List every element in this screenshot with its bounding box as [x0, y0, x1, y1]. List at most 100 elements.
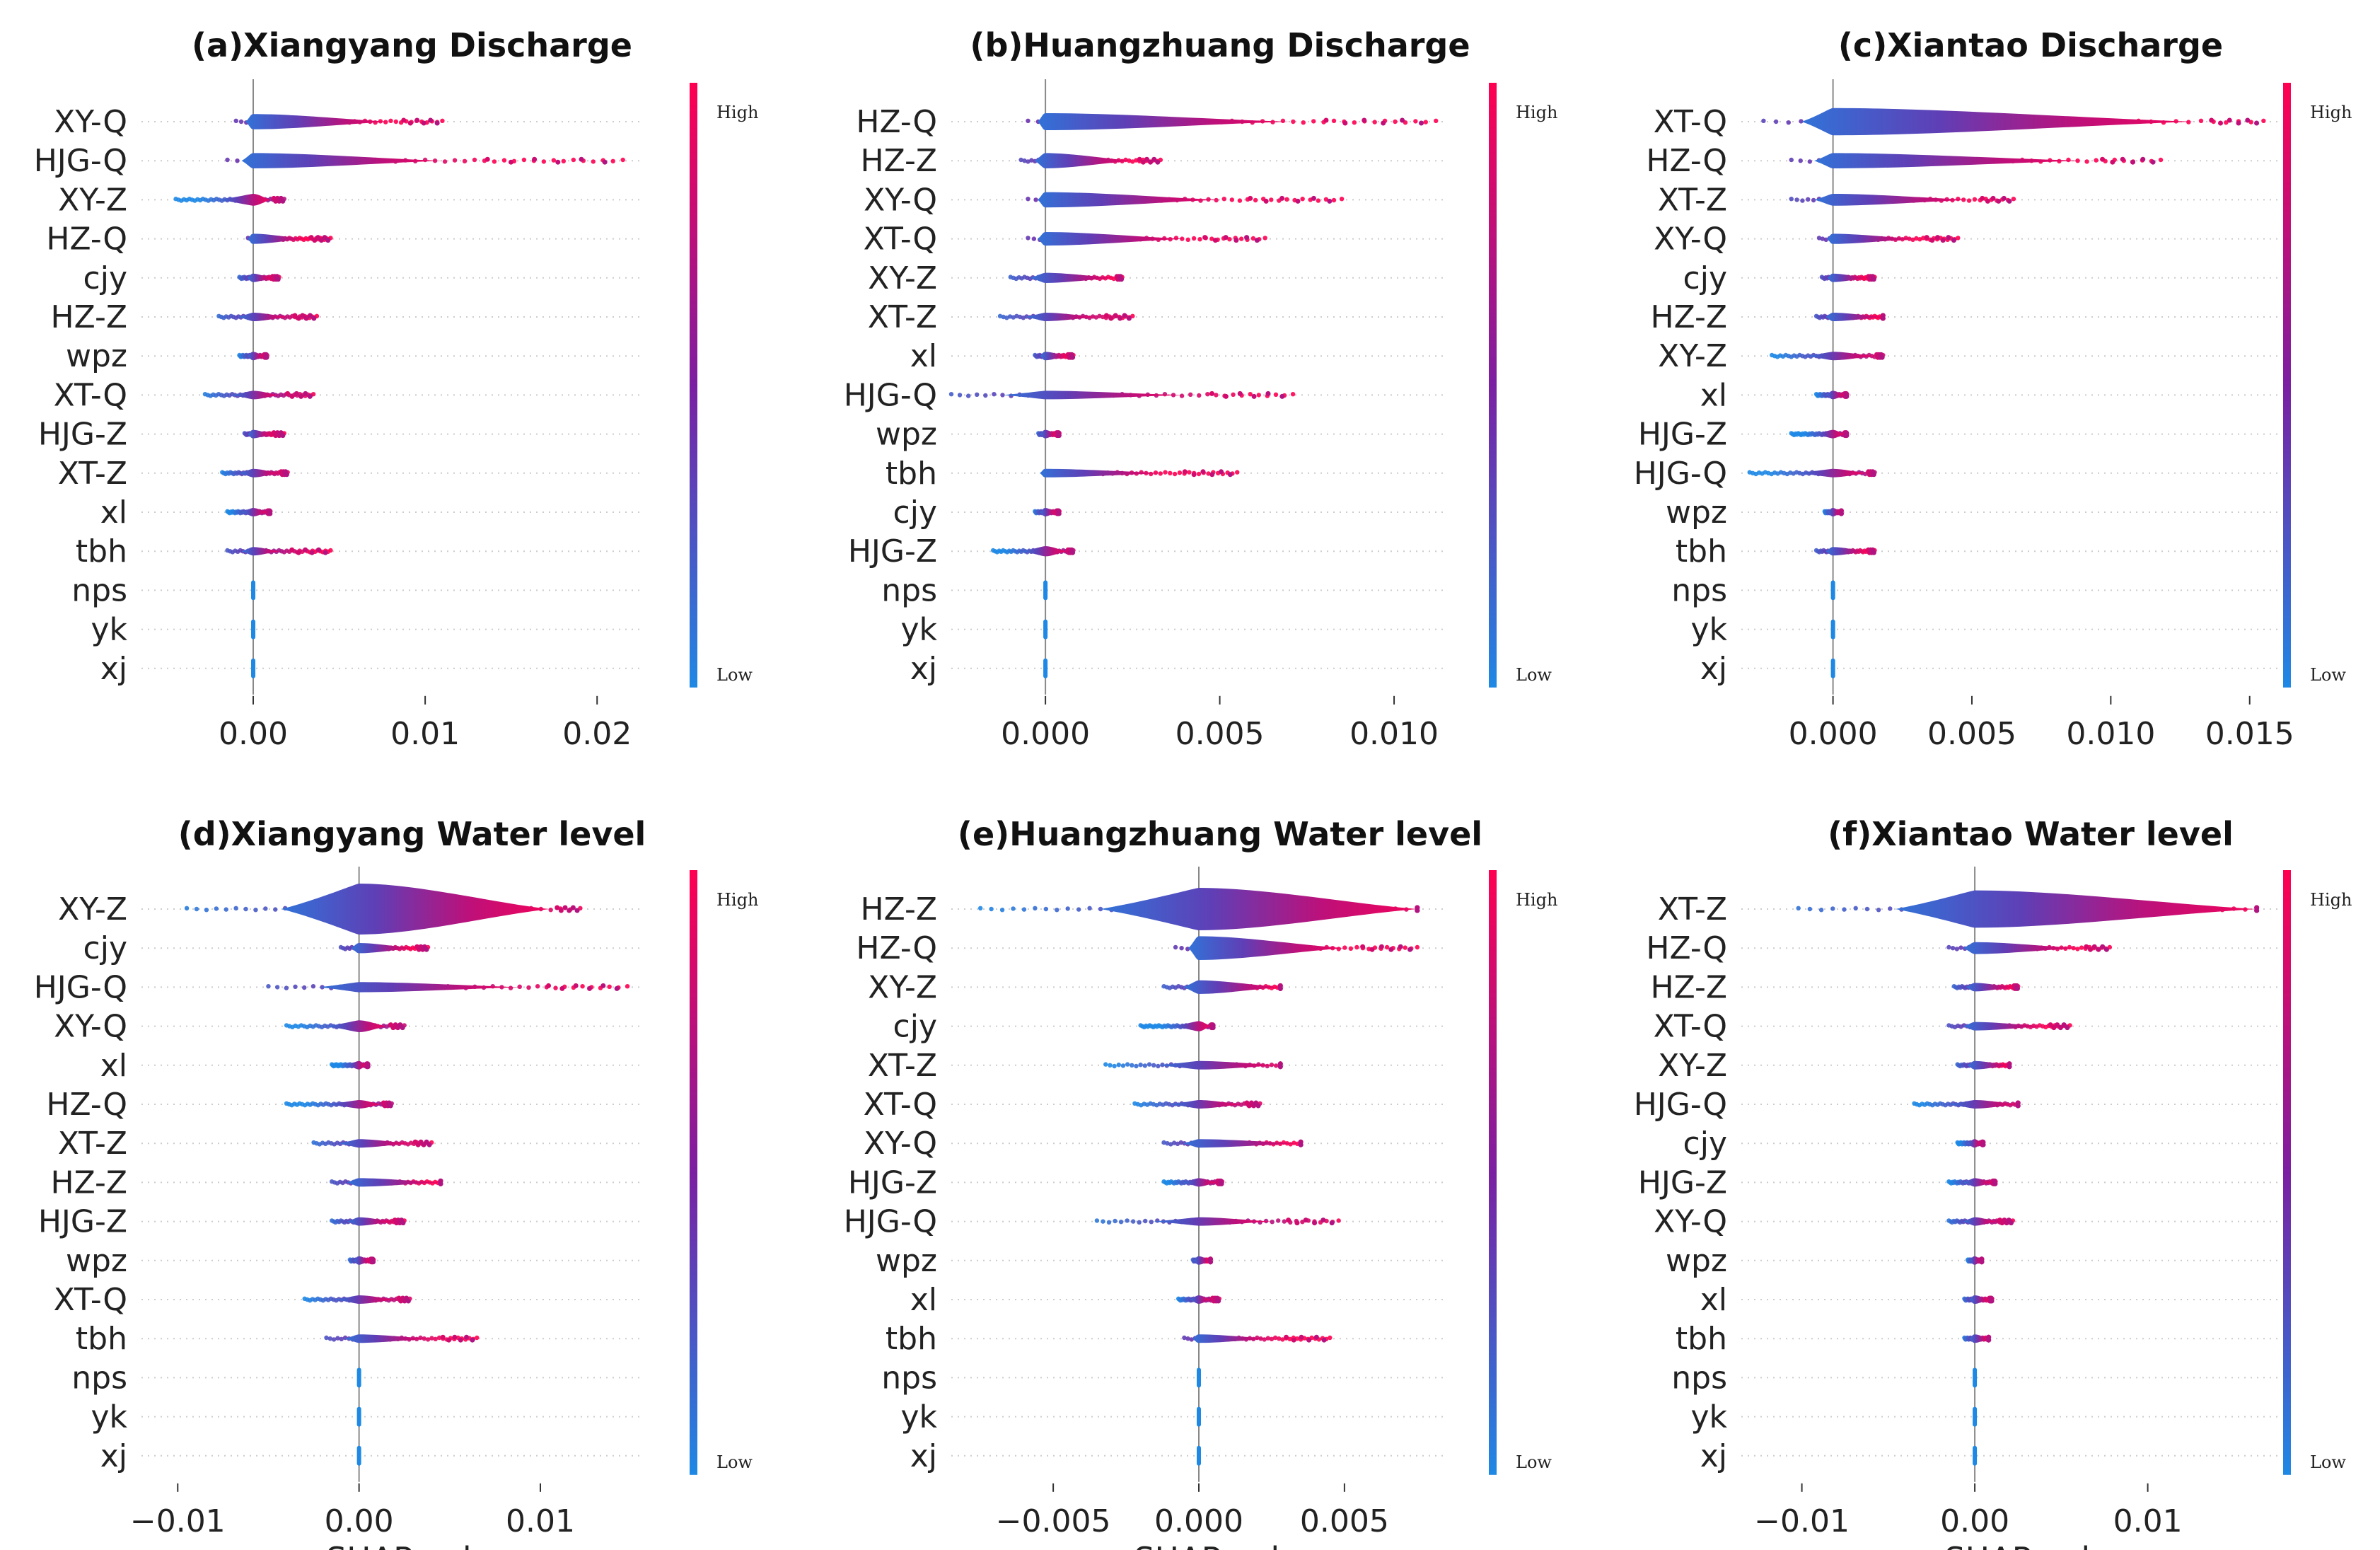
shap-outlier: [1381, 120, 1386, 126]
shap-outlier: [1137, 156, 1142, 162]
shap-point: [1807, 159, 1813, 164]
feature-label: xl: [910, 338, 937, 374]
shap-outlier: [1407, 947, 1413, 952]
x-tick-label: 0.02: [562, 716, 632, 752]
shap-outlier: [1924, 235, 1929, 241]
shap-point: [1331, 118, 1337, 123]
shap-outlier: [1378, 944, 1384, 949]
feature-label: cjy: [1683, 1126, 1727, 1162]
shap-point: [2079, 945, 2084, 950]
beeswarm-violin: [1805, 352, 1875, 361]
shap-outlier: [2100, 156, 2106, 162]
shap-point: [335, 1336, 340, 1341]
beeswarm-violin: [1963, 1178, 1992, 1187]
beeswarm-violin: [1153, 1217, 1272, 1226]
shap-point: [1253, 197, 1258, 203]
shap-point: [342, 1335, 348, 1341]
beeswarm-violin: [356, 1445, 361, 1466]
shap-point: [521, 157, 527, 163]
beeswarm-violin: [1830, 580, 1835, 601]
shap-outlier: [296, 550, 301, 555]
shap-point: [1153, 470, 1159, 475]
beeswarm-violin: [1025, 313, 1098, 321]
x-tick-label: 0.01: [390, 716, 460, 752]
shap-outlier: [1327, 198, 1333, 204]
beeswarm-violin: [218, 194, 271, 206]
feature-label: HZ-Q: [856, 104, 937, 140]
shap-point: [1311, 119, 1316, 124]
shap-point: [1301, 120, 1306, 125]
feature-label: nps: [71, 572, 127, 608]
shap-point: [472, 157, 477, 163]
shap-outlier: [614, 985, 620, 991]
shap-point: [1026, 197, 1031, 202]
beeswarm-violin: [248, 233, 305, 244]
shap-outlier: [1992, 1181, 1998, 1186]
feature-label: XY-Q: [54, 104, 127, 140]
feature-label: HJG-Q: [1634, 456, 1727, 492]
shap-point: [1179, 946, 1184, 951]
x-tick-label: 0.000: [1789, 716, 1878, 752]
shap-outlier: [284, 472, 289, 478]
shap-point: [383, 120, 388, 125]
shap-point: [1328, 1335, 1333, 1341]
beeswarm-violin: [1963, 942, 2079, 954]
shap-point: [440, 118, 445, 123]
beeswarm-violin: [1040, 429, 1056, 439]
feature-label: nps: [881, 572, 937, 608]
beeswarm-violin: [1197, 1367, 1201, 1388]
feature-label: HZ-Z: [1651, 969, 1727, 1005]
shap-point: [975, 392, 980, 397]
shap-point: [2261, 118, 2266, 123]
shap-outlier: [307, 393, 313, 399]
feature-label: cjy: [83, 930, 127, 966]
shap-point: [1799, 119, 1804, 124]
shap-point: [1914, 236, 1919, 241]
shap-outlier: [1277, 985, 1283, 991]
shap-point: [1910, 237, 1915, 242]
beeswarm-violin: [1043, 580, 1048, 601]
feature-label: XY-Q: [864, 182, 937, 218]
shap-outlier: [1279, 393, 1285, 399]
shap-point: [1830, 906, 1835, 911]
shap-point: [233, 906, 238, 911]
shap-outlier: [2120, 156, 2125, 162]
shap-point: [224, 907, 228, 912]
shap-outlier: [1284, 1334, 1289, 1340]
shap-point: [1137, 1220, 1142, 1225]
shap-outlier: [303, 391, 308, 396]
shap-point: [1403, 945, 1407, 950]
x-tick-label: −0.01: [130, 1503, 226, 1539]
shap-outlier: [2007, 1064, 2012, 1070]
shap-point: [2186, 120, 2191, 125]
shap-outlier: [1996, 198, 2002, 204]
shap-outlier: [407, 120, 413, 126]
shap-outlier: [2140, 156, 2146, 162]
shap-outlier: [2103, 947, 2109, 952]
beeswarm-violin: [351, 943, 414, 954]
shap-point: [1125, 1062, 1130, 1067]
shap-point: [1336, 1218, 1341, 1223]
beeswarm-violin: [338, 1139, 410, 1148]
panel-4: (e)Huangzhuang Water level HZ-ZHZ-QXY-Z cj…: [844, 815, 1558, 1550]
shap-outlier: [315, 235, 321, 241]
shap-point: [1336, 947, 1341, 952]
shap-point: [1108, 1063, 1113, 1068]
shap-point: [452, 158, 458, 163]
shap-outlier: [1320, 1218, 1326, 1223]
shap-point: [2084, 159, 2089, 164]
feature-label: cjy: [1683, 260, 1727, 296]
shap-outlier: [1929, 238, 1935, 243]
shap-point: [551, 158, 557, 163]
beeswarm-violin: [1827, 508, 1842, 516]
shap-outlier: [426, 1142, 432, 1147]
x-tick-label: 0.010: [2066, 716, 2155, 752]
shap-point: [1106, 1220, 1112, 1225]
shap-point: [328, 548, 333, 553]
shap-outlier: [1880, 316, 1886, 321]
shap-point: [1162, 392, 1168, 397]
shap-point: [1029, 158, 1034, 163]
shap-point: [508, 985, 513, 990]
shap-point: [1946, 944, 1951, 950]
